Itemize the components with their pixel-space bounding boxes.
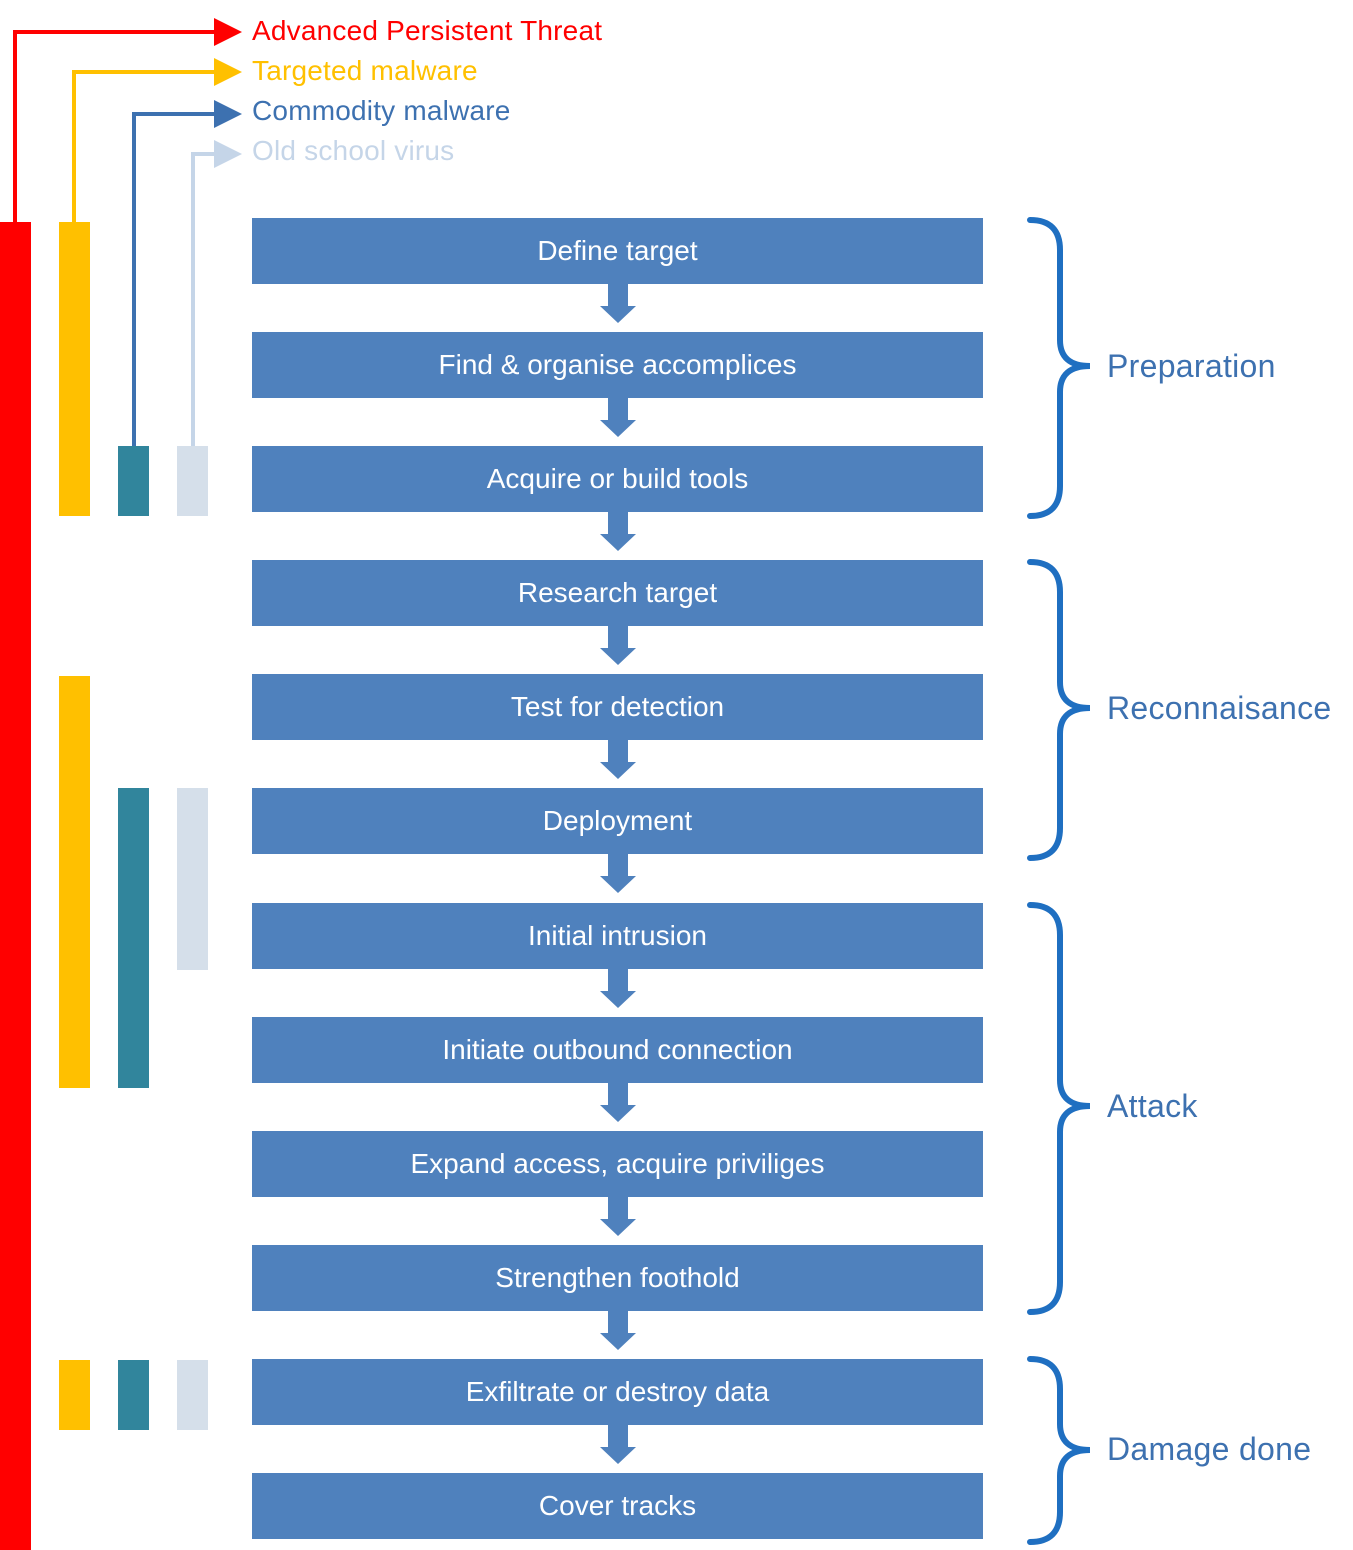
step-box <box>252 788 983 854</box>
step-deployment: Deployment <box>542 805 693 836</box>
preparation-brace-icon <box>1027 217 1091 519</box>
phase-attack-label: Attack <box>1107 1088 1198 1124</box>
phase-damage-done-label: Damage done <box>1107 1431 1312 1467</box>
reconnaisance-brace-icon <box>1027 559 1091 861</box>
commodity-coverage-bar <box>118 788 149 1088</box>
down-arrow-icon <box>600 1425 636 1464</box>
step-strengthen-foothold: Strengthen foothold <box>495 1262 740 1293</box>
down-arrow-icon <box>600 284 636 323</box>
step-box <box>252 1245 983 1311</box>
targeted-arrowhead-icon <box>214 58 242 86</box>
step-test-detection: Test for detection <box>510 691 725 722</box>
damage-brace-icon <box>1027 1356 1091 1545</box>
oldschool-legend-connector <box>191 140 242 446</box>
step-cover-tracks: Cover tracks <box>538 1490 697 1521</box>
step-find-accomplices: Find & organise accomplices <box>438 349 797 380</box>
step-box <box>252 674 983 740</box>
targeted-coverage-bar <box>59 222 90 516</box>
step-box <box>252 218 983 284</box>
step-box <box>252 560 983 626</box>
phase-reconnaisance-label: Reconnaisance <box>1107 690 1332 726</box>
phase-preparation-label: Preparation <box>1107 348 1276 384</box>
oldschool-arrowhead-icon <box>214 140 242 168</box>
targeted-coverage-bar <box>59 676 90 1088</box>
commodity-coverage-bar <box>118 1360 149 1430</box>
commodity-coverage-bar <box>118 446 149 516</box>
step-box <box>252 1473 983 1539</box>
commodity-legend-connector <box>132 100 242 446</box>
step-box <box>252 332 983 398</box>
targeted-coverage-bar <box>59 1360 90 1430</box>
apt-coverage-bar <box>0 222 31 1550</box>
step-box <box>252 1017 983 1083</box>
attack-brace-icon <box>1027 902 1091 1315</box>
legend-commodity-label: Commodity malware <box>252 95 511 126</box>
step-exfiltrate-data: Exfiltrate or destroy data <box>465 1376 770 1407</box>
apt-arrowhead-icon <box>214 18 242 46</box>
down-arrow-icon <box>600 512 636 551</box>
step-initial-intrusion: Initial intrusion <box>528 920 707 951</box>
phase-braces <box>1027 217 1091 1545</box>
oldschool-coverage-bar <box>177 1360 208 1430</box>
down-arrow-icon <box>600 1083 636 1122</box>
legend-oldschool-label: Old school virus <box>252 135 455 166</box>
down-arrow-icon <box>600 740 636 779</box>
step-define-target: Define target <box>537 235 698 266</box>
down-arrow-icon <box>600 1311 636 1350</box>
step-box <box>252 903 983 969</box>
down-arrow-icon <box>600 626 636 665</box>
oldschool-coverage-bar <box>177 788 208 970</box>
flow-arrows <box>600 284 636 1464</box>
legend-connectors <box>13 18 242 446</box>
step-outbound-connection: Initiate outbound connection <box>442 1034 793 1065</box>
oldschool-coverage-bar <box>177 446 208 516</box>
step-box <box>252 1359 983 1425</box>
step-boxes <box>252 218 983 1539</box>
step-box <box>252 1131 983 1197</box>
step-box <box>252 446 983 512</box>
threat-coverage-bars <box>0 222 208 1550</box>
down-arrow-icon <box>600 969 636 1008</box>
apt-legend-connector <box>13 18 242 222</box>
down-arrow-icon <box>600 398 636 437</box>
commodity-arrowhead-icon <box>214 100 242 128</box>
legend-apt-label: Advanced Persistent Threat <box>252 15 603 46</box>
targeted-legend-connector <box>72 58 242 222</box>
down-arrow-icon <box>600 854 636 893</box>
step-expand-access: Expand access, acquire priviliges <box>410 1148 825 1179</box>
legend-targeted-label: Targeted malware <box>252 55 478 86</box>
step-acquire-tools: Acquire or build tools <box>486 463 749 494</box>
down-arrow-icon <box>600 1197 636 1236</box>
step-research-target: Research target <box>517 577 718 608</box>
